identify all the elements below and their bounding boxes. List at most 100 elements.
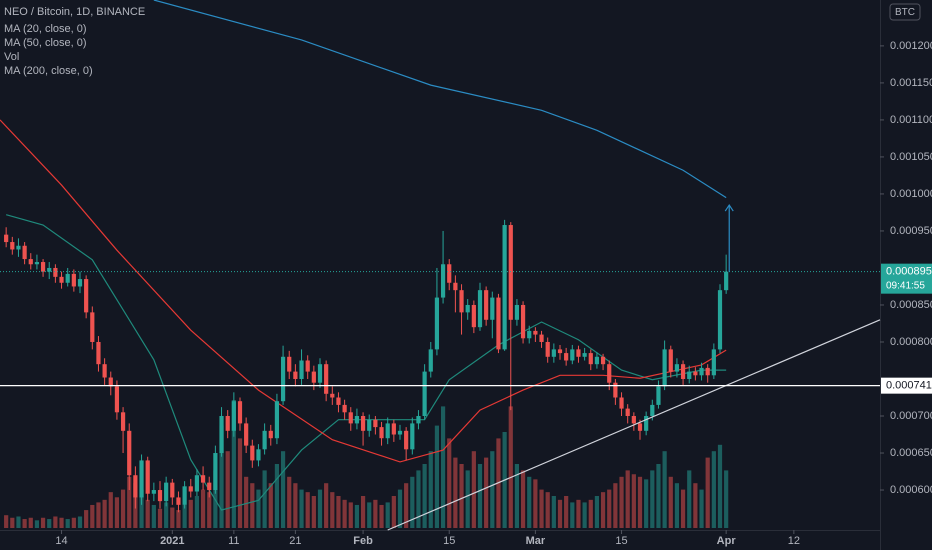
candle-body: [164, 482, 169, 502]
candle-body: [280, 356, 286, 402]
volume-bar: [157, 508, 163, 528]
volume-bar: [127, 476, 132, 528]
volume-bar: [299, 489, 304, 528]
candle-body: [557, 349, 563, 354]
volume-bar: [447, 438, 452, 528]
candle-body: [373, 419, 378, 428]
volume-bar: [188, 499, 193, 528]
volume-bar: [459, 464, 464, 528]
last-price-label: 0.000895: [886, 266, 932, 278]
x-tick-label: Mar: [526, 535, 546, 547]
volume-bar: [231, 400, 236, 528]
volume-bar: [65, 519, 70, 528]
volume-bar: [656, 464, 661, 528]
volume-bar: [539, 489, 544, 528]
y-tick-label: 0.001050: [890, 151, 932, 163]
candle-body: [157, 490, 163, 502]
volume-bar: [711, 451, 716, 528]
candle-body: [551, 349, 556, 357]
volume-bar: [705, 457, 710, 528]
candle-body: [151, 490, 156, 494]
volume-bar: [508, 406, 513, 528]
candle-body: [194, 475, 200, 492]
volume-bar: [619, 476, 624, 528]
candle-body: [40, 262, 46, 272]
candle-body: [102, 364, 107, 378]
volume-bar: [631, 474, 636, 528]
candle-body: [434, 297, 440, 350]
volume-bar: [674, 483, 680, 528]
candle-body: [650, 404, 655, 417]
x-tick-label: 15: [443, 535, 455, 547]
candle-body: [514, 304, 520, 320]
volume-bar: [280, 451, 286, 528]
candle-body: [693, 371, 698, 376]
volume-bar: [108, 492, 113, 528]
volume-bar: [717, 444, 723, 528]
volume-bar: [237, 438, 243, 528]
y-tick-label: 0.000950: [890, 225, 932, 237]
candle-body: [385, 423, 390, 439]
volume-bar: [428, 451, 433, 528]
volume-bar: [594, 496, 600, 528]
x-tick-label: 15: [615, 535, 627, 547]
y-tick-label: 0.000850: [890, 299, 932, 311]
candle-body: [311, 371, 316, 383]
arrow-head: [724, 203, 734, 212]
candle-body: [662, 349, 667, 387]
volume-bar: [262, 470, 267, 528]
volume-bar: [440, 406, 446, 528]
volume-bar: [490, 451, 495, 528]
candle-body: [108, 377, 113, 387]
candle-body: [465, 304, 470, 313]
volume-bar: [354, 504, 360, 528]
candle-body: [496, 297, 501, 350]
volume-bar: [90, 504, 95, 528]
volume-bar: [250, 483, 255, 528]
y-tick-label: 0.000800: [890, 336, 932, 348]
candle-body: [145, 460, 150, 494]
candle-body: [268, 430, 273, 439]
volume-bar: [533, 479, 538, 528]
moving-average: [5, 214, 727, 511]
candle-body: [231, 401, 236, 431]
volume-bar: [607, 489, 612, 528]
volume-bar: [84, 510, 89, 528]
y-tick-label: 0.000700: [890, 410, 932, 422]
volume-bar: [22, 519, 27, 528]
candle-body: [299, 360, 304, 379]
volume-bar: [600, 492, 606, 528]
x-tick-label: 11: [228, 535, 239, 547]
candle-body: [84, 279, 89, 313]
volume-bar: [397, 489, 403, 528]
last-price-tag: [881, 263, 932, 294]
candle-body: [139, 460, 144, 498]
volume-bar: [527, 476, 532, 528]
candle-body: [613, 382, 618, 398]
volume-bar: [96, 502, 101, 528]
volume-bar: [662, 451, 667, 528]
candle-body: [293, 371, 298, 379]
candle-body: [459, 290, 464, 313]
candle-body: [237, 401, 243, 424]
candle-body: [674, 364, 680, 372]
volume-bar: [434, 425, 440, 528]
currency-label: BTC: [895, 7, 915, 18]
volume-bar: [373, 499, 378, 528]
candle-body: [10, 242, 15, 250]
candle-body: [47, 267, 52, 272]
candle-body: [570, 349, 575, 361]
volume-bar: [520, 470, 526, 528]
volume-bar: [293, 483, 298, 528]
volume-bar: [613, 483, 618, 528]
volume-bar: [151, 504, 156, 528]
volume-bar: [4, 515, 9, 528]
candle-body: [582, 353, 587, 357]
candle-body: [600, 356, 606, 365]
candle-body: [317, 364, 323, 383]
legend-entry: MA (20, close, 0): [4, 23, 87, 35]
volume-bar: [514, 464, 520, 528]
candle-body: [348, 412, 353, 424]
volume-bar: [625, 470, 630, 528]
